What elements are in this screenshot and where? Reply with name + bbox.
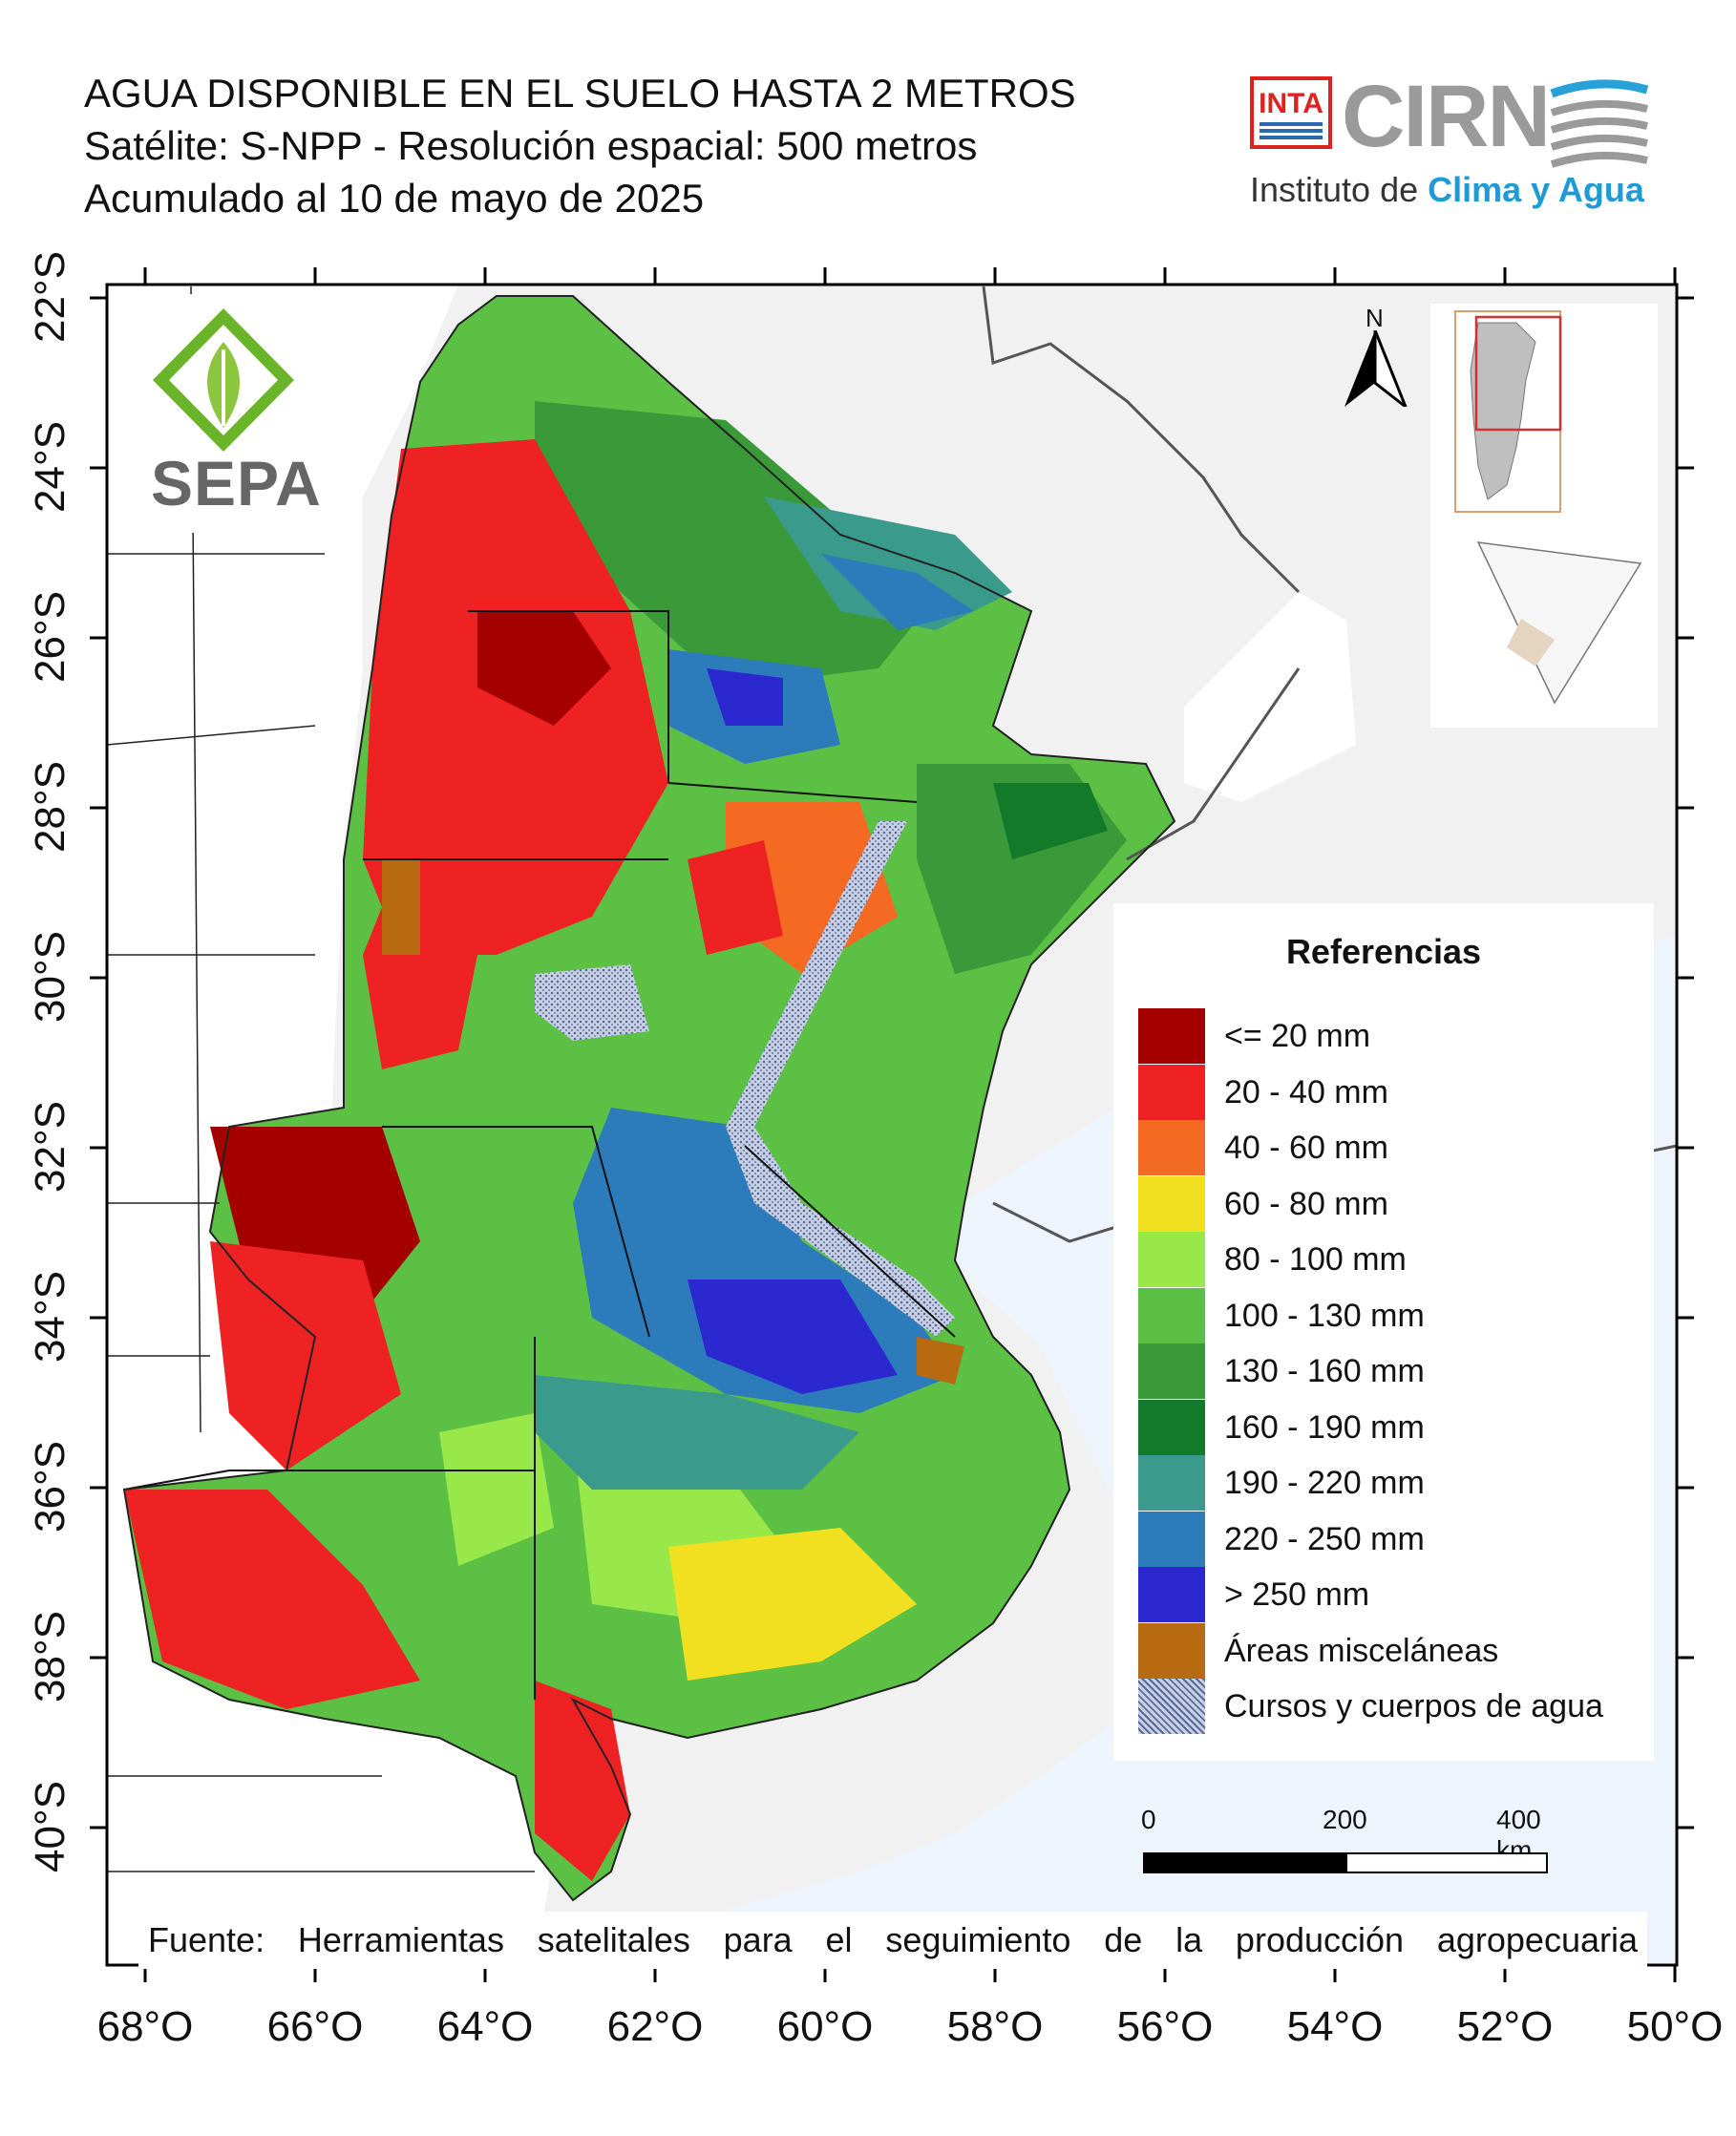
legend-swatch [1138,1232,1205,1287]
source-note: Fuente: Herramientas satelitales para el… [138,1912,1647,1969]
legend-label: 40 - 60 mm [1224,1130,1388,1166]
north-label: N [1366,304,1384,332]
latitude-tick-label: 26°S [27,591,74,683]
scale-bar: 0 200 400 km [1141,1805,1561,1891]
map-subtitle-date: Acumulado al 10 de mayo de 2025 [84,176,705,221]
legend-label: 20 - 40 mm [1224,1073,1388,1110]
legend-label: 130 - 160 mm [1224,1353,1425,1389]
legend-label: Cursos y cuerpos de agua [1224,1688,1603,1724]
legend-title: Referencias [1285,932,1482,971]
map-subtitle-satellite: Satélite: S-NPP - Resolución espacial: 5… [84,123,978,168]
map-title-block: AGUA DISPONIBLE EN EL SUELO HASTA 2 METR… [84,67,1076,224]
north-arrow-icon [1344,330,1408,407]
sepa-logo: SEPA [113,294,334,533]
waves-icon [1550,79,1649,168]
legend-swatch [1138,1343,1205,1399]
legend-label: > 250 mm [1224,1576,1370,1613]
longitude-tick-label: 58°O [946,2003,1044,2050]
legend-swatch [1138,1008,1205,1064]
legend-swatch [1138,1622,1205,1679]
scale-label-200: 200 [1323,1805,1367,1834]
cirn-logo-text: CIRN [1342,68,1551,165]
inta-cirn-logo: INTA CIRN Instituto de Clima y Agua [1246,67,1657,220]
scale-label-0: 0 [1141,1805,1156,1834]
legend-swatch [1138,1679,1205,1734]
longitude-tick-label: 68°O [96,2003,194,2050]
legend-swatch [1138,1455,1205,1511]
latitude-tick-label: 40°S [27,1781,74,1872]
legend-swatch [1138,1064,1205,1120]
legend-label: 190 - 220 mm [1224,1465,1425,1501]
legend-label: Áreas misceláneas [1224,1632,1499,1669]
longitude-tick-label: 56°O [1116,2003,1214,2050]
locator-inset-map [1430,304,1658,728]
longitude-tick-label: 52°O [1456,2003,1554,2050]
latitude-tick-label: 30°S [27,931,74,1023]
longitude-tick-label: 64°O [436,2003,534,2050]
legend-swatch [1138,1511,1205,1567]
map-title: AGUA DISPONIBLE EN EL SUELO HASTA 2 METR… [84,71,1076,116]
latitude-tick-label: 38°S [27,1611,74,1702]
north-arrow: N [1339,304,1411,409]
legend-label: 220 - 250 mm [1224,1520,1425,1557]
latitude-tick-label: 28°S [27,761,74,853]
legend-label: 100 - 130 mm [1224,1297,1425,1334]
institute-name: Instituto de Clima y Agua [1250,170,1644,209]
longitude-tick-label: 50°O [1626,2003,1724,2050]
longitude-tick-label: 66°O [266,2003,364,2050]
longitude-tick-label: 60°O [776,2003,874,2050]
legend-label: 60 - 80 mm [1224,1185,1388,1222]
legend-label: 80 - 100 mm [1224,1241,1407,1278]
legend-label: 160 - 190 mm [1224,1408,1425,1446]
legend-swatch [1138,1120,1205,1175]
legend-swatch [1138,1567,1205,1622]
latitude-tick-label: 34°S [27,1271,74,1363]
legend-swatch [1138,1287,1205,1343]
legend-panel: Referencias <= 20 mm 20 - 40 mm 40 - 60 mm… [1113,903,1654,1761]
leaf-icon [153,308,294,452]
legend-swatch [1138,1399,1205,1455]
legend-swatch [1138,1175,1205,1232]
inta-logo: INTA [1250,76,1332,149]
latitude-tick-label: 24°S [27,421,74,513]
latitude-tick-label: 36°S [27,1441,74,1533]
longitude-tick-label: 54°O [1286,2003,1384,2050]
latitude-tick-label: 32°S [27,1101,74,1193]
longitude-tick-label: 62°O [606,2003,704,2050]
legend-label: <= 20 mm [1224,1018,1371,1054]
latitude-tick-label: 22°S [27,251,74,343]
